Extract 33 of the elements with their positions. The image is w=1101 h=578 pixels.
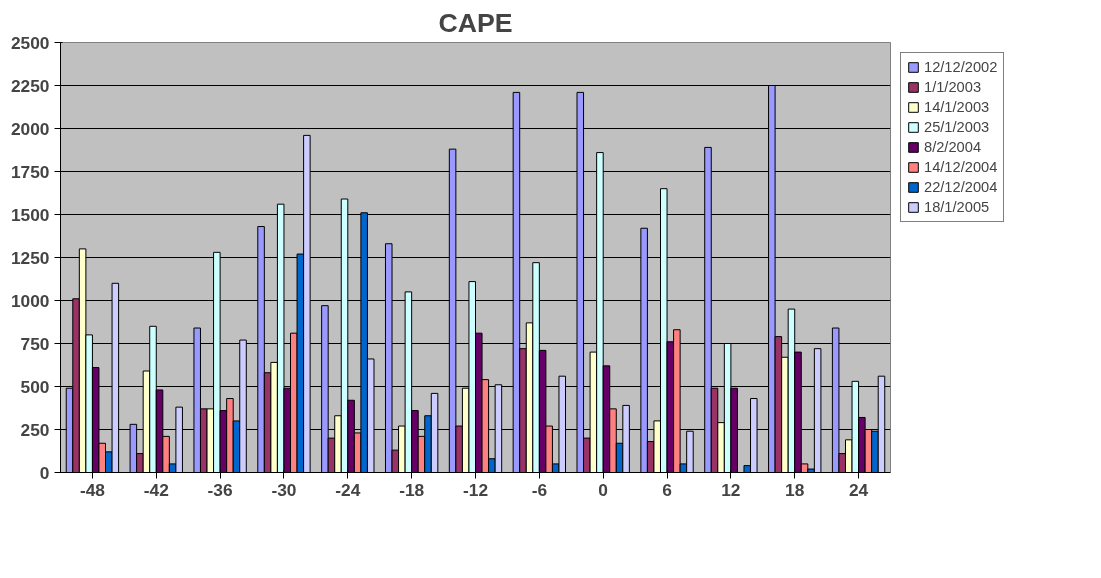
legend-label: 22/12/2004 (924, 179, 998, 195)
x-tick-label: 6 (662, 479, 673, 500)
x-tick-label: -18 (399, 479, 425, 500)
x-tick-label: 12 (721, 479, 741, 500)
x-tick-label: 18 (785, 479, 805, 500)
x-tick-label: 24 (848, 479, 869, 500)
x-tick-label: -30 (271, 479, 297, 500)
legend-label: 14/12/2004 (924, 159, 998, 175)
x-tick-label: -48 (79, 479, 106, 500)
y-tick-label: 2500 (10, 32, 50, 53)
chart-title: CAPE (438, 7, 513, 38)
x-tick-label: -6 (531, 479, 548, 500)
legend-label: 25/1/2003 (924, 119, 990, 135)
x-tick-label: -24 (335, 479, 361, 500)
y-tick-label: 2250 (10, 75, 50, 96)
y-tick-label: 2000 (10, 118, 50, 139)
y-tick-label: 500 (20, 376, 50, 397)
x-tick-label: -42 (143, 479, 169, 500)
legend-label: 1/1/2003 (924, 79, 982, 95)
legend-label: 18/1/2005 (924, 199, 990, 215)
y-tick-label: 1250 (10, 247, 50, 268)
y-tick-label: 1750 (10, 161, 50, 182)
y-tick-label: 750 (20, 333, 50, 354)
legend-label: 14/1/2003 (924, 99, 990, 115)
x-tick-label: 0 (598, 479, 609, 500)
legend-label: 8/2/2004 (924, 139, 982, 155)
y-tick-label: 1500 (10, 204, 50, 225)
x-tick-label: -36 (207, 479, 233, 500)
x-tick-label: -12 (462, 479, 489, 500)
y-tick-label: 250 (20, 419, 50, 440)
y-tick-label: 1000 (10, 290, 50, 311)
legend-label: 12/12/2002 (924, 59, 998, 75)
y-tick-label: 0 (39, 462, 50, 483)
